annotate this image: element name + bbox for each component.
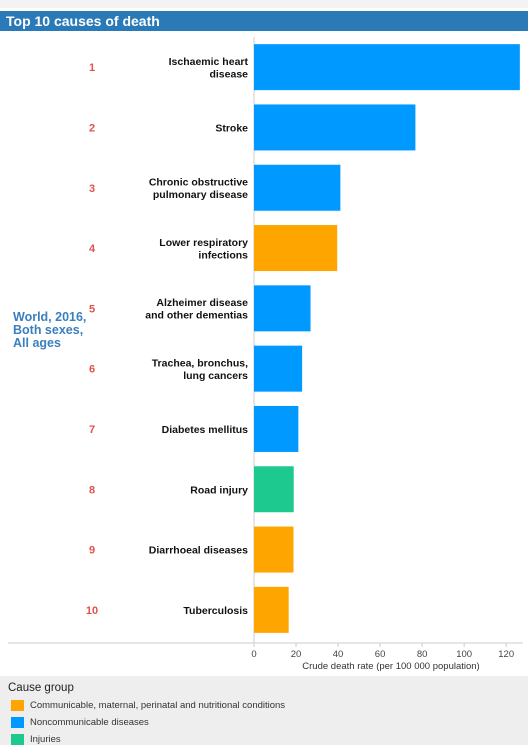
- legend-label-communicable: Communicable, maternal, perinatal and nu…: [30, 700, 286, 711]
- bar-2[interactable]: [254, 104, 416, 151]
- chart-title: Top 10 causes of death: [0, 11, 528, 31]
- legend-swatch-noncommunicable: [11, 717, 24, 728]
- rank-label-8: 8: [89, 484, 95, 496]
- rank-label-4: 4: [89, 243, 96, 255]
- rank-label-3: 3: [89, 183, 95, 195]
- category-label-10: Tuberculosis: [183, 605, 248, 617]
- bar-1[interactable]: [254, 44, 520, 91]
- rank-label-6: 6: [89, 364, 95, 376]
- rank-label-9: 9: [89, 545, 95, 557]
- legend-swatch-communicable: [11, 700, 24, 711]
- category-label-7: Diabetes mellitus: [162, 424, 249, 436]
- legend-label-injuries: Injuries: [30, 734, 61, 745]
- top-border: [0, 0, 528, 8]
- legend-item-noncommunicable[interactable]: Noncommunicable diseases: [11, 714, 528, 731]
- category-label-2: Stroke: [215, 122, 248, 134]
- x-tick-label-40: 40: [333, 649, 344, 660]
- x-tick-label-80: 80: [417, 649, 428, 660]
- legend-item-injuries[interactable]: Injuries: [11, 731, 528, 748]
- category-label-8: Road injury: [190, 484, 248, 496]
- category-label-3: Chronic obstructive pulmonary disease: [149, 177, 248, 202]
- x-tick-label-60: 60: [375, 649, 386, 660]
- x-tick-label-0: 0: [251, 649, 256, 660]
- category-label-9: Diarrhoeal diseases: [149, 545, 248, 557]
- category-label-1: Ischaemic heart disease: [169, 56, 249, 81]
- legend-swatch-injuries: [11, 734, 24, 745]
- rank-label-7: 7: [89, 424, 95, 436]
- rank-label-5: 5: [89, 303, 95, 315]
- region-label: World, 2016, Both sexes, All ages: [13, 310, 87, 350]
- rank-label-1: 1: [89, 62, 95, 74]
- category-label-5: Alzheimer disease and other dementias: [145, 297, 248, 322]
- bar-4[interactable]: [254, 225, 338, 272]
- bar-6[interactable]: [254, 345, 303, 392]
- x-tick-label-100: 100: [456, 649, 472, 660]
- bar-8[interactable]: [254, 466, 294, 513]
- legend-item-communicable[interactable]: Communicable, maternal, perinatal and nu…: [11, 697, 528, 714]
- x-tick-label-20: 20: [291, 649, 302, 660]
- rank-label-2: 2: [89, 122, 95, 134]
- bar-5[interactable]: [254, 285, 311, 332]
- bar-9[interactable]: [254, 526, 294, 573]
- bar-10[interactable]: [254, 586, 289, 633]
- x-tick-label-120: 120: [498, 649, 514, 660]
- legend-title: Cause group: [8, 682, 74, 694]
- rank-label-10: 10: [86, 605, 98, 617]
- bar-chart: 1 Ischaemic heart disease 2 Stroke 3 Chronic o…: [8, 37, 523, 672]
- bar-3[interactable]: [254, 164, 341, 211]
- legend-label-noncommunicable: Noncommunicable diseases: [30, 717, 149, 728]
- x-axis-title: Crude death rate (per 100 000 population…: [302, 661, 479, 672]
- category-label-4: Lower respiratory infections: [159, 237, 248, 261]
- category-label-6: Trachea, bronchus, lung cancers: [152, 357, 248, 382]
- legend: Cause group Communicable, maternal, peri…: [0, 676, 528, 745]
- bar-7[interactable]: [254, 405, 299, 452]
